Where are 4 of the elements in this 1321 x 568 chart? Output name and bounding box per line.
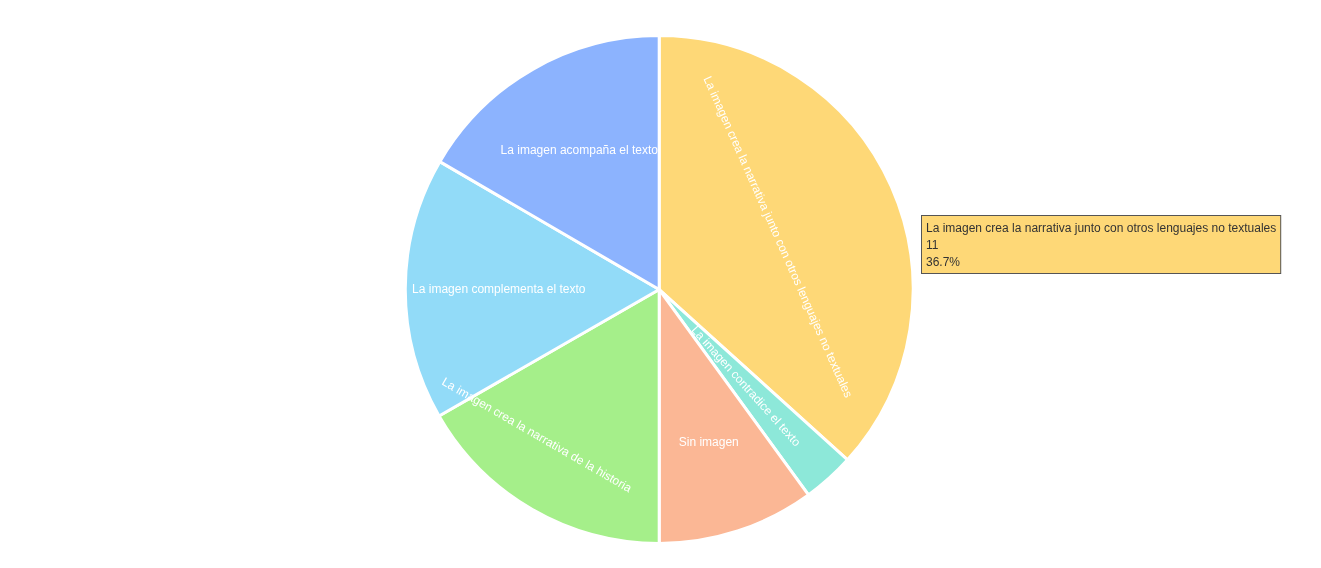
slice-label: La imagen acompaña el texto: [500, 143, 659, 158]
slice-label: Sin imagen: [678, 435, 739, 450]
slice-label: La imagen complementa el texto: [412, 282, 586, 297]
text: La imagen crea la narrativa junto con otros lenguajes no textuales 11 36.7%: [926, 220, 1277, 269]
